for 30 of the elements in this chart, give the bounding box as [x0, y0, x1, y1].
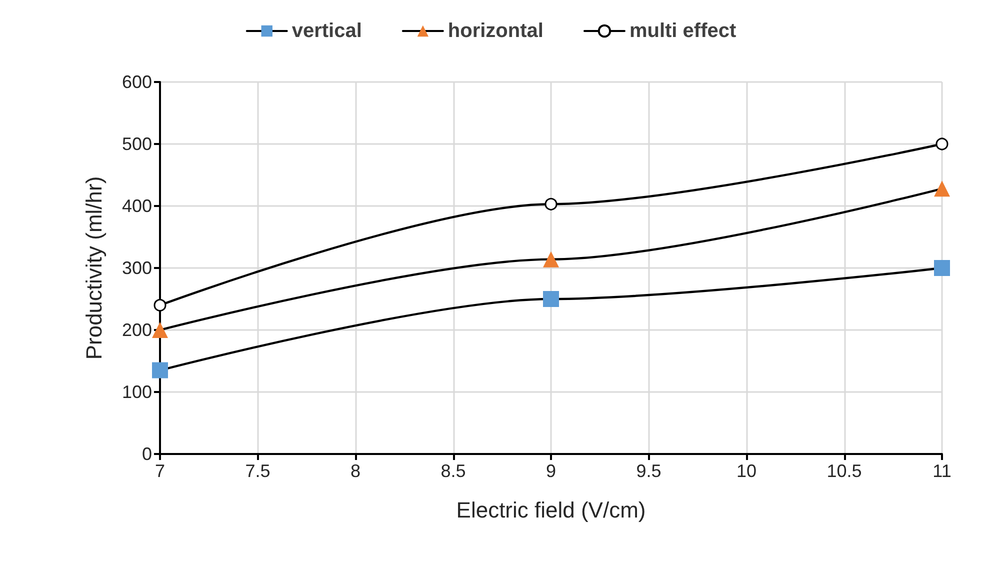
y-tick-label: 100 [122, 382, 152, 402]
y-tick-label: 300 [122, 258, 152, 278]
point [936, 138, 948, 150]
legend-label: vertical [292, 20, 362, 42]
point [544, 198, 558, 210]
y-tick-label: 600 [122, 72, 152, 92]
y-tick-label: 500 [122, 134, 152, 154]
legend-label: horizontal [448, 20, 544, 42]
x-axis-title: Electric field (V/cm) [456, 498, 646, 522]
x-tick-label: 8.5 [440, 461, 466, 481]
x-tick-label: 7 [154, 461, 166, 481]
x-tick-label: 10 [736, 461, 757, 481]
y-tick-label: 400 [122, 196, 152, 216]
y-axis-title: Productivity (ml/hr) [82, 176, 106, 360]
point [934, 180, 950, 197]
point [543, 251, 559, 268]
point [152, 362, 168, 378]
x-tick-label: 9.5 [636, 461, 662, 481]
x-tick-label: 10.5 [826, 461, 862, 481]
legend-label: multi effect [629, 20, 736, 42]
x-tick-label: 8 [350, 461, 361, 481]
point [152, 322, 168, 338]
point [154, 298, 166, 312]
point [934, 260, 950, 276]
point [543, 291, 559, 307]
y-tick-label: 200 [122, 320, 152, 340]
x-tick-label: 11 [932, 461, 952, 481]
y-tick-label: 0 [142, 444, 152, 464]
x-tick-label: 7.5 [245, 461, 270, 481]
x-tick-label: 9 [546, 461, 556, 481]
